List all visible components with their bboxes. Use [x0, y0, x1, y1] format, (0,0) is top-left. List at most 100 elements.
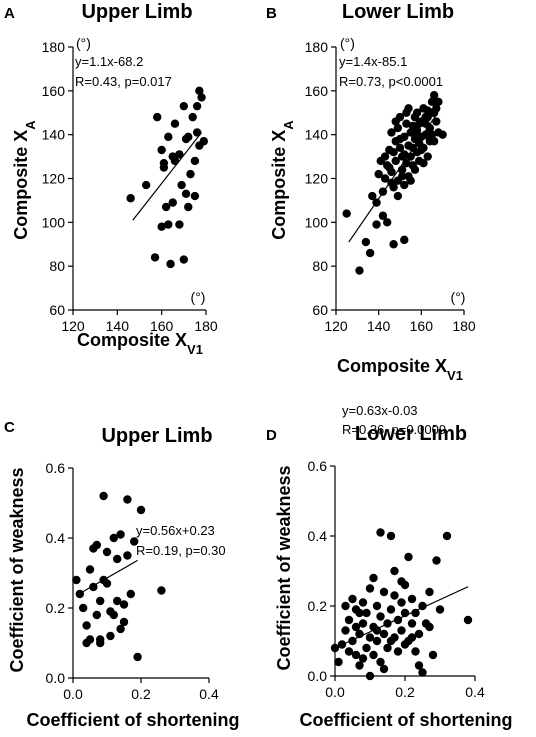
data-point	[372, 198, 381, 207]
panel-letter: B	[266, 5, 277, 22]
data-point	[425, 622, 434, 632]
x-tick-label: 0.0	[325, 684, 345, 700]
data-point	[192, 128, 202, 137]
y-tick-label: 0.0	[308, 668, 328, 684]
data-point	[378, 211, 388, 220]
data-point	[119, 600, 129, 609]
data-point	[415, 119, 424, 128]
data-point	[407, 633, 417, 642]
data-point	[116, 530, 125, 539]
data-point	[379, 629, 389, 639]
y-axis-label: Coefficient of weakness	[274, 465, 294, 670]
data-point	[365, 248, 375, 258]
x-tick-label: 160	[150, 318, 174, 334]
y-tick-label: 0.2	[308, 598, 328, 614]
data-point	[136, 505, 146, 515]
panel-c: C Upper Limb 0.0 0.2 0.4 0.6 0.0 0.2 0.4 Coeffici…	[4, 419, 240, 730]
y-unit-label: (°)	[340, 35, 355, 51]
data-point	[397, 577, 406, 586]
data-point	[411, 608, 420, 618]
data-point	[109, 533, 119, 543]
data-point	[395, 143, 405, 153]
panel-title: Upper Limb	[101, 425, 212, 447]
data-point	[387, 178, 396, 188]
y-tick-label: 120	[42, 171, 66, 187]
data-point	[72, 575, 81, 585]
data-point	[106, 631, 115, 641]
data-point	[164, 132, 173, 142]
y-tick-label: 60	[312, 302, 328, 318]
data-point	[376, 612, 385, 621]
data-point	[82, 621, 91, 630]
data-point	[418, 601, 427, 611]
x-tick-label: 180	[194, 318, 218, 334]
data-point	[337, 640, 347, 649]
data-point	[400, 608, 410, 618]
data-point	[184, 132, 193, 142]
data-point	[164, 220, 173, 229]
data-point	[427, 97, 437, 106]
data-point	[391, 117, 400, 126]
y-tick-label: 80	[312, 258, 328, 274]
data-point	[85, 635, 95, 644]
regression-equation: y=0.56x+0.23	[136, 523, 215, 538]
data-point	[379, 664, 389, 674]
data-point	[404, 104, 413, 113]
data-point	[425, 587, 434, 597]
data-point	[175, 150, 184, 159]
data-point	[99, 491, 108, 501]
data-point	[184, 202, 193, 212]
data-point	[341, 601, 350, 611]
data-point	[432, 117, 441, 126]
data-point	[344, 615, 354, 625]
data-point	[92, 540, 102, 550]
axis-label-subscript: V1	[187, 342, 203, 357]
data-point	[463, 615, 473, 625]
data-point	[153, 112, 162, 122]
data-point	[393, 615, 403, 625]
panel-letter: C	[4, 419, 15, 436]
data-point	[150, 253, 160, 262]
data-point	[190, 156, 200, 166]
y-tick-label: 0.4	[46, 530, 66, 546]
data-point	[157, 586, 166, 595]
data-point	[92, 610, 102, 620]
y-tick-label: 80	[49, 258, 65, 274]
panel-title: Lower Limb	[342, 1, 454, 23]
panel-d: D Lower Limb 0.0 0.2 0.4 0.6 0.0 0.2 0.4 Coeffici…	[266, 403, 513, 730]
data-point	[334, 657, 343, 667]
data-point	[365, 671, 375, 681]
data-point	[355, 266, 364, 275]
data-point	[397, 598, 406, 607]
data-point	[96, 638, 105, 648]
data-point	[123, 495, 132, 504]
data-point	[197, 93, 206, 102]
data-point	[177, 180, 186, 190]
data-point	[407, 619, 417, 628]
data-point	[383, 161, 392, 170]
data-point	[393, 123, 403, 133]
data-point	[434, 97, 443, 106]
data-point	[372, 601, 382, 611]
y-tick-label: 0.6	[308, 458, 328, 474]
data-point	[423, 152, 432, 161]
data-point	[109, 610, 119, 620]
data-point	[89, 582, 98, 592]
regression-equation: y=1.1x-68.2	[75, 54, 143, 69]
data-point	[410, 165, 420, 174]
data-point	[166, 259, 175, 269]
data-point	[361, 237, 371, 247]
data-point	[404, 552, 413, 562]
data-point	[168, 198, 177, 207]
data-point	[79, 603, 88, 613]
data-point	[369, 650, 378, 660]
regression-line	[132, 132, 203, 221]
x-tick-label: 140	[106, 318, 130, 334]
x-tick-label: 160	[410, 318, 434, 334]
y-unit-label: (°)	[76, 35, 91, 51]
data-point	[372, 220, 381, 229]
data-point	[192, 101, 202, 111]
y-axis-label: Composite XA	[11, 120, 38, 240]
data-point	[342, 209, 351, 218]
